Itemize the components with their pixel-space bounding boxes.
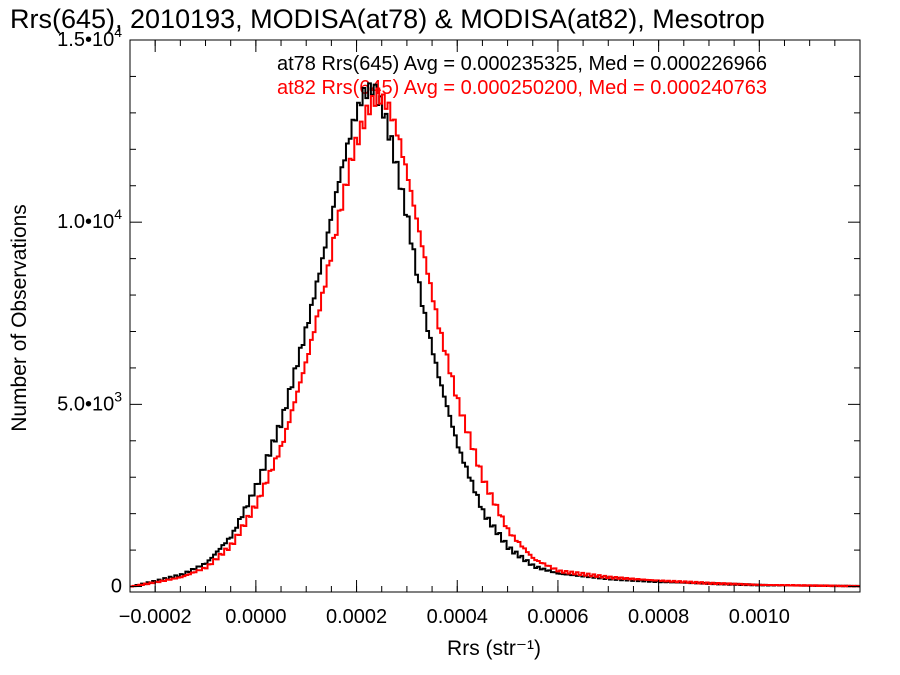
x-tick-label: 0.0004 <box>427 606 488 628</box>
plot-frame <box>129 39 861 593</box>
axes-layer: −0.0002 0.0000 0.0002 0.0004 0.0006 0.0008 0.0… <box>57 24 861 628</box>
x-tick-label: −0.0002 <box>119 606 192 628</box>
y-tick-label: 0 <box>111 576 122 598</box>
x-tick-label: 0.0008 <box>628 606 689 628</box>
x-axis-label: Rrs (str⁻¹) <box>447 637 541 660</box>
x-tick-label: 0.0006 <box>527 606 588 628</box>
chart-title: Rrs(645), 2010193, MODISA(at78) & MODISA… <box>10 4 765 34</box>
y-tick-label: 1.5•104 <box>57 24 122 51</box>
x-tick-label: 0.0010 <box>729 606 790 628</box>
y-tick-label: 1.0•104 <box>57 206 122 233</box>
series-layer <box>130 82 860 588</box>
y-axis-label: Number of Observations <box>8 204 31 432</box>
legend-entry-at82: at82 Rrs(645) Avg = 0.000250200, Med = 0… <box>277 77 767 99</box>
series-line-at82 <box>130 87 860 588</box>
x-tick-label: 0.0002 <box>326 606 387 628</box>
y-tick-label: 5.0•103 <box>57 388 122 415</box>
x-tick-label: 0.0000 <box>225 606 286 628</box>
series-line-at78 <box>130 82 860 588</box>
legend: at78 Rrs(645) Avg = 0.000235325, Med = 0… <box>277 53 767 99</box>
legend-entry-at78: at78 Rrs(645) Avg = 0.000235325, Med = 0… <box>277 53 767 75</box>
